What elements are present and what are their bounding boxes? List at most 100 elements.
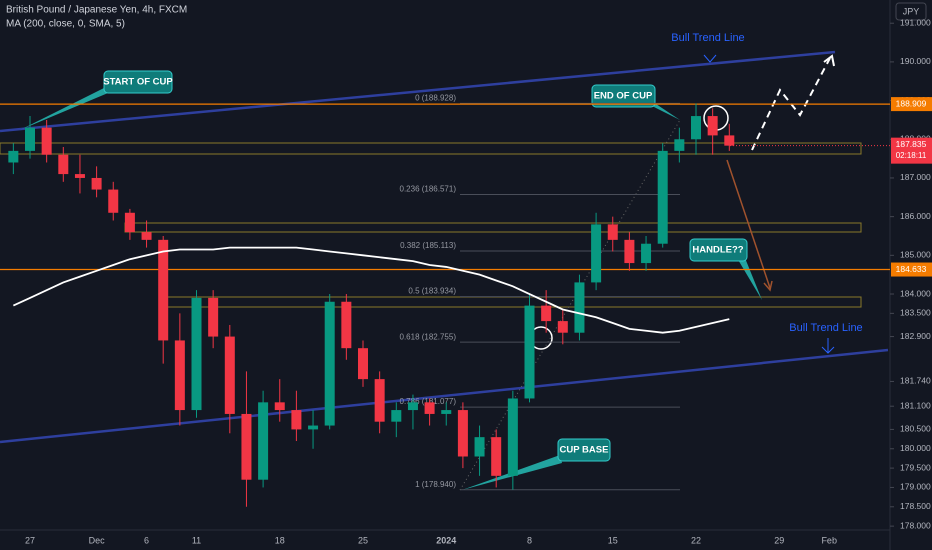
candle-body — [641, 243, 652, 264]
price-badge — [891, 97, 932, 112]
zone — [0, 142, 862, 155]
price-badge — [891, 262, 932, 277]
candle-body — [258, 402, 269, 480]
x-tick-label: 27 — [25, 535, 35, 545]
drawings — [0, 50, 889, 491]
price-label: 184.633 — [896, 264, 927, 274]
x-tick-label: 6 — [144, 535, 149, 545]
y-tick-label: 190.000 — [900, 56, 931, 66]
candle-body — [158, 239, 169, 341]
callout — [591, 84, 656, 108]
x-tick-label: 18 — [275, 535, 285, 545]
candle-body — [91, 177, 102, 190]
candle-body — [574, 282, 585, 333]
candle-body — [674, 139, 685, 151]
candle-body — [541, 305, 552, 322]
annotation: HANDLE?? — [692, 245, 743, 256]
candle-body — [391, 410, 402, 422]
candle-body — [141, 232, 152, 240]
y-tick-label: 180.000 — [900, 443, 931, 453]
x-tick-label: 8 — [527, 535, 532, 545]
candle-body — [41, 127, 52, 155]
arrow-head — [763, 280, 773, 292]
candle-body — [507, 398, 518, 476]
x-tick-label: 2024 — [436, 535, 456, 545]
annotation: Bull Trend Line — [671, 32, 744, 44]
candle-body — [441, 410, 452, 414]
candle-body — [724, 135, 735, 146]
ma-line — [12, 246, 730, 334]
x-tick-label: 29 — [774, 535, 784, 545]
x-tick-label: 25 — [358, 535, 368, 545]
arrow-head — [823, 54, 835, 67]
y-tick-label: 181.100 — [900, 400, 931, 410]
x-tick-label: Feb — [821, 535, 837, 545]
annotation: START OF CUP — [103, 77, 173, 88]
trend-line — [0, 50, 836, 133]
candle-body — [8, 150, 19, 163]
x-tick-label: Dec — [89, 535, 106, 545]
fib-label: 0.382 (185.113) — [400, 241, 456, 250]
y-tick-label: 179.000 — [900, 482, 931, 492]
candle-body — [707, 116, 718, 136]
price-badge — [891, 137, 932, 164]
candle-body — [624, 239, 635, 264]
annotation: CUP BASE — [560, 445, 609, 456]
fib-label: 0.618 (182.755) — [400, 332, 457, 341]
candle-body — [274, 402, 285, 411]
x-tick-label: 15 — [608, 535, 618, 545]
y-tick-label: 182.900 — [900, 331, 931, 341]
candle-body — [74, 174, 85, 178]
candle-body — [224, 336, 235, 414]
annotation: Bull Trend Line — [789, 322, 862, 334]
fib-label: 0.786 (181.077) — [400, 397, 457, 406]
trend-line — [0, 348, 889, 444]
x-tick-label: 22 — [691, 535, 701, 545]
y-tick-label: 181.740 — [900, 376, 931, 386]
candle-body — [25, 127, 35, 151]
y-tick-label: 179.500 — [900, 462, 931, 472]
price-label: 187.835 — [896, 139, 927, 149]
y-tick-label: 178.500 — [900, 501, 931, 511]
candle-body — [691, 116, 701, 140]
candle-body — [208, 297, 219, 337]
y-tick-label: 185.000 — [900, 250, 931, 260]
candle-body — [58, 154, 69, 175]
candle-body — [457, 410, 468, 457]
callout — [557, 438, 611, 462]
currency[interactable]: JPY — [903, 6, 920, 16]
arrow — [821, 338, 835, 354]
y-tick-label: 180.500 — [900, 424, 931, 434]
y-tick-label: 184.000 — [900, 288, 931, 298]
fib-label: 0.5 (183.934) — [408, 287, 456, 296]
candle-body — [591, 224, 602, 283]
chart-title: British Pound / Japanese Yen, 4h, FXCM — [6, 5, 187, 16]
annotation: END OF CUP — [594, 91, 653, 102]
fib-label: 0 (188.928) — [415, 93, 456, 102]
arrow — [726, 159, 771, 289]
arrow — [703, 54, 717, 63]
callout-pointer — [737, 258, 762, 300]
y-tick-label: 186.000 — [900, 211, 931, 221]
candle-body — [407, 402, 418, 411]
candle-body — [108, 189, 119, 213]
x-tick-label: 11 — [192, 535, 201, 545]
candle-body — [191, 297, 202, 411]
candle-body — [124, 212, 135, 233]
callout — [689, 238, 748, 262]
fib-label: 0.236 (186.571) — [400, 185, 457, 194]
candle-body — [174, 340, 185, 411]
candle-body — [474, 437, 485, 457]
y-tick-label: 178.000 — [900, 520, 931, 530]
candle-body — [557, 321, 568, 333]
price-label: 188.909 — [896, 98, 927, 108]
candle-body — [607, 224, 618, 240]
candle-body — [241, 413, 252, 480]
legend-entry: MA (200, close, 0, SMA, 5) — [6, 19, 125, 30]
candle-body — [341, 301, 352, 349]
callout — [103, 70, 173, 94]
currency-button[interactable] — [895, 2, 927, 21]
y-tick-label: 183.500 — [900, 308, 931, 318]
countdown: 02:18:11 — [896, 151, 927, 160]
